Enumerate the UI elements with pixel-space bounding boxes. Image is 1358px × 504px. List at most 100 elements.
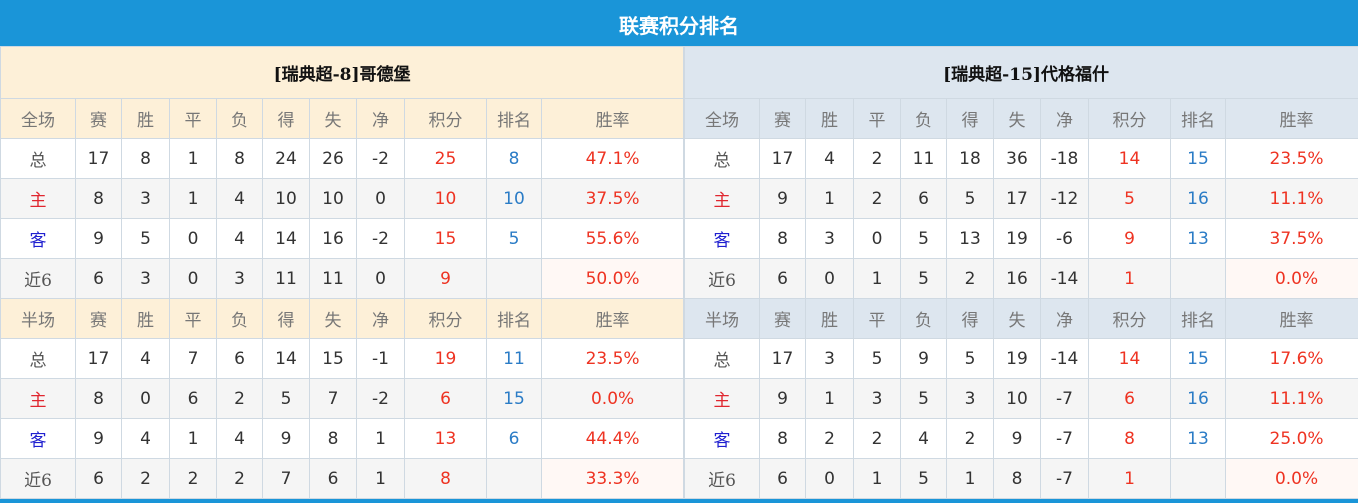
cell-points: 14 [1088, 138, 1171, 179]
cell-won: 4 [121, 418, 170, 459]
cell-label: 客 [0, 218, 76, 259]
column-header-goals-against: 失 [309, 98, 357, 139]
page-title: 联赛积分排名 [0, 0, 1358, 46]
cell-goals-for: 2 [946, 258, 994, 299]
column-header-goals-against: 失 [993, 298, 1041, 339]
team-name: [瑞典超-15]代格福什 [683, 46, 1358, 99]
column-header-win-rate: 胜率 [1224, 98, 1358, 139]
cell-goals-for: 1 [946, 458, 994, 499]
cell-goals-for: 9 [262, 418, 310, 459]
table-row: 总 17 4 7 6 14 15 -1 19 11 23.5% [0, 338, 685, 379]
table-row: 主 8 3 1 4 10 10 0 10 10 37.5% [0, 178, 685, 219]
cell-won: 3 [121, 258, 170, 299]
column-header-rank: 排名 [1170, 298, 1226, 339]
cell-lost: 5 [900, 458, 947, 499]
cell-won: 0 [805, 458, 854, 499]
cell-goal-diff: -1 [356, 338, 405, 379]
cell-goal-diff: -2 [356, 138, 405, 179]
cell-lost: 4 [216, 418, 263, 459]
cell-goals-against: 19 [993, 338, 1041, 379]
cell-win-rate: 23.5% [1224, 138, 1358, 179]
full-header-row: 全场赛胜平负得失净积分 排名 胜率 [684, 98, 1358, 139]
cell-won: 0 [121, 378, 170, 419]
cell-label: 主 [0, 378, 76, 419]
cell-goals-against: 10 [309, 178, 357, 219]
cell-points: 19 [404, 338, 487, 379]
cell-points: 6 [1088, 378, 1171, 419]
column-header-played: 赛 [75, 98, 122, 139]
cell-played: 6 [75, 458, 122, 499]
cell-won: 1 [805, 378, 854, 419]
away-team-standings: [瑞典超-15]代格福什 全场赛胜平负得失净积分 排名 胜率总 17 4 2 11 18 36 -1… [683, 46, 1358, 499]
column-header-label: 半场 [684, 298, 760, 339]
cell-won: 2 [121, 458, 170, 499]
table-row: 总 17 4 2 11 18 36 -18 14 15 23.5% [684, 138, 1358, 179]
cell-played: 6 [759, 258, 806, 299]
column-header-points: 积分 [1088, 298, 1171, 339]
cell-won: 3 [805, 338, 854, 379]
cell-rank: 15 [1170, 338, 1226, 379]
cell-goal-diff: -6 [1040, 218, 1089, 259]
cell-goal-diff: -7 [1040, 418, 1089, 459]
cell-lost: 3 [216, 258, 263, 299]
cell-goals-for: 13 [946, 218, 994, 259]
cell-won: 1 [805, 178, 854, 219]
table-row: 客 8 3 0 5 13 19 -6 9 13 37.5% [684, 218, 1358, 259]
cell-goals-for: 14 [262, 338, 310, 379]
cell-won: 4 [805, 138, 854, 179]
table-row: 主 9 1 2 6 5 17 -12 5 16 11.1% [684, 178, 1358, 219]
cell-goal-diff: -18 [1040, 138, 1089, 179]
cell-rank: 11 [486, 338, 542, 379]
cell-lost: 5 [900, 258, 947, 299]
column-header-goals-against: 失 [309, 298, 357, 339]
cell-played: 8 [75, 178, 122, 219]
cell-lost: 4 [900, 418, 947, 459]
cell-goals-against: 16 [309, 218, 357, 259]
cell-label: 主 [684, 178, 760, 219]
table-row: 近6 6 0 1 5 2 16 -14 1 0.0% [684, 258, 1358, 299]
cell-lost: 6 [216, 338, 263, 379]
cell-lost: 4 [216, 178, 263, 219]
cell-goals-for: 14 [262, 218, 310, 259]
cell-label: 客 [684, 418, 760, 459]
cell-label: 主 [0, 178, 76, 219]
cell-win-rate: 0.0% [1224, 458, 1358, 499]
column-header-label: 半场 [0, 298, 76, 339]
cell-points: 10 [404, 178, 487, 219]
standings-table: [瑞典超-15]代格福什 全场赛胜平负得失净积分 排名 胜率总 17 4 2 11 18 36 -1… [683, 46, 1358, 499]
column-header-drawn: 平 [169, 298, 217, 339]
cell-lost: 2 [216, 378, 263, 419]
cell-played: 9 [759, 178, 806, 219]
cell-goals-for: 5 [946, 338, 994, 379]
column-header-lost: 负 [900, 298, 947, 339]
cell-goals-against: 6 [309, 458, 357, 499]
cell-drawn: 0 [853, 218, 901, 259]
cell-drawn: 2 [853, 418, 901, 459]
column-header-win-rate: 胜率 [1224, 298, 1358, 339]
cell-rank: 10 [486, 178, 542, 219]
column-header-won: 胜 [121, 298, 170, 339]
column-header-points: 积分 [404, 98, 487, 139]
cell-rank [486, 258, 542, 299]
cell-goal-diff: -7 [1040, 378, 1089, 419]
column-header-played: 赛 [759, 298, 806, 339]
cell-goals-for: 3 [946, 378, 994, 419]
column-header-drawn: 平 [169, 98, 217, 139]
cell-goals-for: 11 [262, 258, 310, 299]
cell-lost: 6 [900, 178, 947, 219]
cell-rank: 15 [486, 378, 542, 419]
cell-goals-for: 7 [262, 458, 310, 499]
cell-goal-diff: -12 [1040, 178, 1089, 219]
cell-played: 9 [759, 378, 806, 419]
cell-played: 8 [759, 218, 806, 259]
cell-rank: 15 [1170, 138, 1226, 179]
half-header-row: 半场赛胜平负得失净积分 排名 胜率 [0, 298, 685, 339]
cell-win-rate: 23.5% [540, 338, 685, 379]
cell-won: 4 [121, 338, 170, 379]
cell-goal-diff: -7 [1040, 458, 1089, 499]
cell-goals-for: 10 [262, 178, 310, 219]
column-header-goals-for: 得 [946, 298, 994, 339]
cell-played: 17 [759, 338, 806, 379]
column-header-drawn: 平 [853, 98, 901, 139]
cell-goals-against: 10 [993, 378, 1041, 419]
